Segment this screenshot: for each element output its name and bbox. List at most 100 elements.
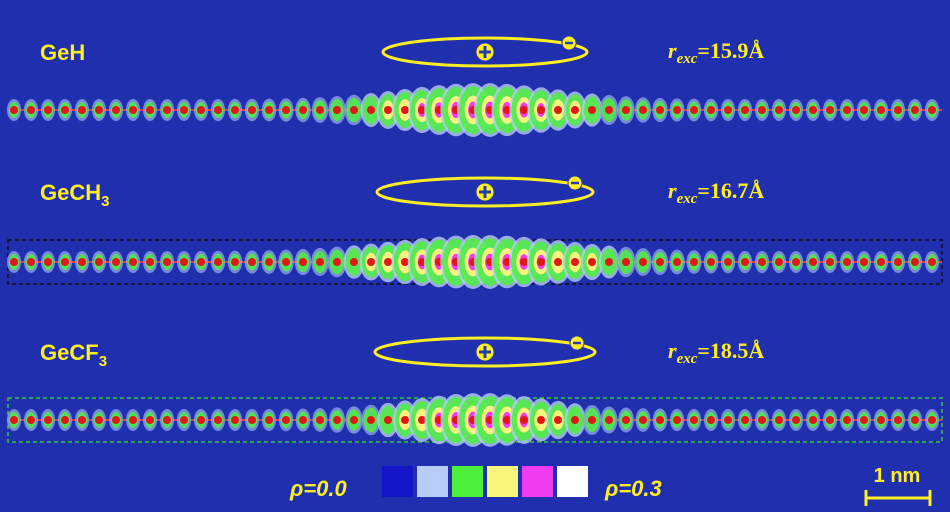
atom (843, 416, 851, 424)
atom (265, 106, 273, 114)
atom (843, 106, 851, 114)
atom (248, 258, 256, 266)
atom (673, 258, 681, 266)
atom (350, 106, 358, 114)
atom (129, 258, 137, 266)
atom (78, 106, 86, 114)
atom (894, 416, 902, 424)
atom (146, 258, 154, 266)
atom (775, 258, 783, 266)
atom (180, 416, 188, 424)
atom (333, 258, 341, 266)
atom (605, 106, 613, 114)
atom (299, 416, 307, 424)
atom (44, 416, 52, 424)
atom (384, 258, 392, 266)
atom (44, 106, 52, 114)
atom (197, 416, 205, 424)
atom (690, 258, 698, 266)
atom (248, 416, 256, 424)
material-name: GeH (40, 40, 85, 65)
atom (61, 258, 69, 266)
atom (316, 258, 324, 266)
atom (333, 106, 341, 114)
atom (197, 258, 205, 266)
radius-subscript: exc (677, 51, 698, 67)
atom (333, 416, 341, 424)
atom (95, 416, 103, 424)
atom (163, 416, 171, 424)
atom (707, 258, 715, 266)
atom (316, 416, 324, 424)
atom (877, 416, 885, 424)
atom (231, 106, 239, 114)
atom (622, 106, 630, 114)
material-subscript: 3 (101, 193, 109, 210)
figure: GeHrexc=15.9ÅGeCH3rexc=16.7ÅGeCF3rexc=18… (0, 0, 950, 512)
atom (78, 258, 86, 266)
atom (673, 416, 681, 424)
atom (401, 416, 409, 424)
atom (877, 258, 885, 266)
atom (537, 258, 545, 266)
material-name: GeCH (40, 180, 101, 205)
material-name: GeCF (40, 340, 99, 365)
atom (554, 258, 562, 266)
atom (265, 416, 273, 424)
atom (61, 106, 69, 114)
atom (537, 416, 545, 424)
atom (367, 416, 375, 424)
atom (78, 416, 86, 424)
atom (571, 258, 579, 266)
atom (690, 416, 698, 424)
atom (10, 416, 18, 424)
atom (894, 258, 902, 266)
atom (741, 106, 749, 114)
atom (826, 258, 834, 266)
atom (95, 258, 103, 266)
atom (860, 258, 868, 266)
atom (180, 106, 188, 114)
atom (656, 106, 664, 114)
atom (639, 416, 647, 424)
radius-subscript: exc (677, 351, 698, 367)
atom (911, 106, 919, 114)
atom (775, 416, 783, 424)
atom (809, 416, 817, 424)
atom (401, 106, 409, 114)
atom (639, 106, 647, 114)
atom (282, 416, 290, 424)
atom (571, 416, 579, 424)
atom (520, 106, 528, 114)
atom (10, 106, 18, 114)
atom (163, 106, 171, 114)
atom (588, 416, 596, 424)
atom (860, 416, 868, 424)
atom (673, 106, 681, 114)
atom (775, 106, 783, 114)
atom (588, 258, 596, 266)
atom (282, 258, 290, 266)
atom (826, 416, 834, 424)
atom (690, 106, 698, 114)
material-label: GeH (40, 40, 85, 65)
atom (860, 106, 868, 114)
atom (214, 416, 222, 424)
atom (724, 258, 732, 266)
atom (520, 416, 528, 424)
atom (741, 258, 749, 266)
color-swatch (417, 466, 448, 497)
atom (758, 416, 766, 424)
atom (622, 258, 630, 266)
atom (758, 106, 766, 114)
atom (180, 258, 188, 266)
color-swatch (487, 466, 518, 497)
radius-value: =15.9Å (697, 38, 764, 63)
atom (928, 258, 936, 266)
atom (656, 416, 664, 424)
atom (44, 258, 52, 266)
atom (367, 106, 375, 114)
atom (163, 258, 171, 266)
atom (758, 258, 766, 266)
atom (911, 416, 919, 424)
